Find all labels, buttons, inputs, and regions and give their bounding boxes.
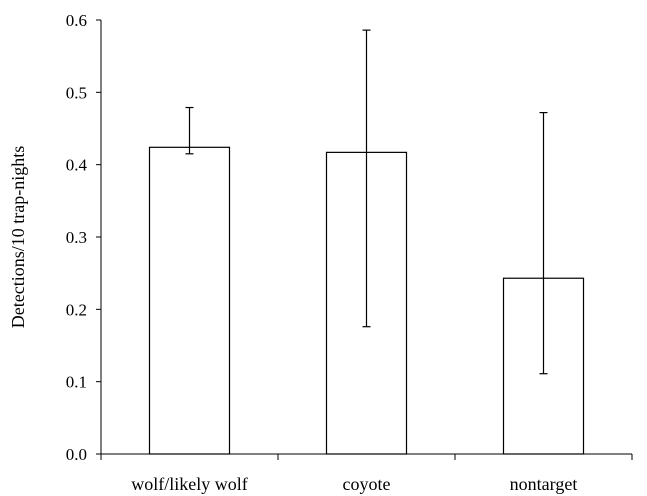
y-tick-label: 0.2 <box>66 300 87 319</box>
y-tick-label: 0.4 <box>66 156 88 175</box>
error-bars <box>185 29 548 375</box>
y-axis-ticks: 0.0 0.1 0.2 0.3 0.4 0.5 0.6 <box>66 11 633 464</box>
y-tick-label: 0.3 <box>66 228 87 247</box>
category-label: coyote <box>343 474 391 494</box>
category-label: nontarget <box>510 474 578 494</box>
y-tick-label: 0.1 <box>66 373 87 392</box>
bar <box>148 146 231 455</box>
category-labels: wolf/likely wolf coyote nontarget <box>131 474 577 494</box>
y-axis-title: Detections/10 trap-nights <box>8 146 28 328</box>
y-tick-label: 0.0 <box>66 445 87 464</box>
y-tick-label: 0.5 <box>66 83 87 102</box>
y-tick-label: 0.6 <box>66 11 87 30</box>
category-label: wolf/likely wolf <box>131 474 247 494</box>
y-axis-title-group: Detections/10 trap-nights <box>8 146 28 328</box>
